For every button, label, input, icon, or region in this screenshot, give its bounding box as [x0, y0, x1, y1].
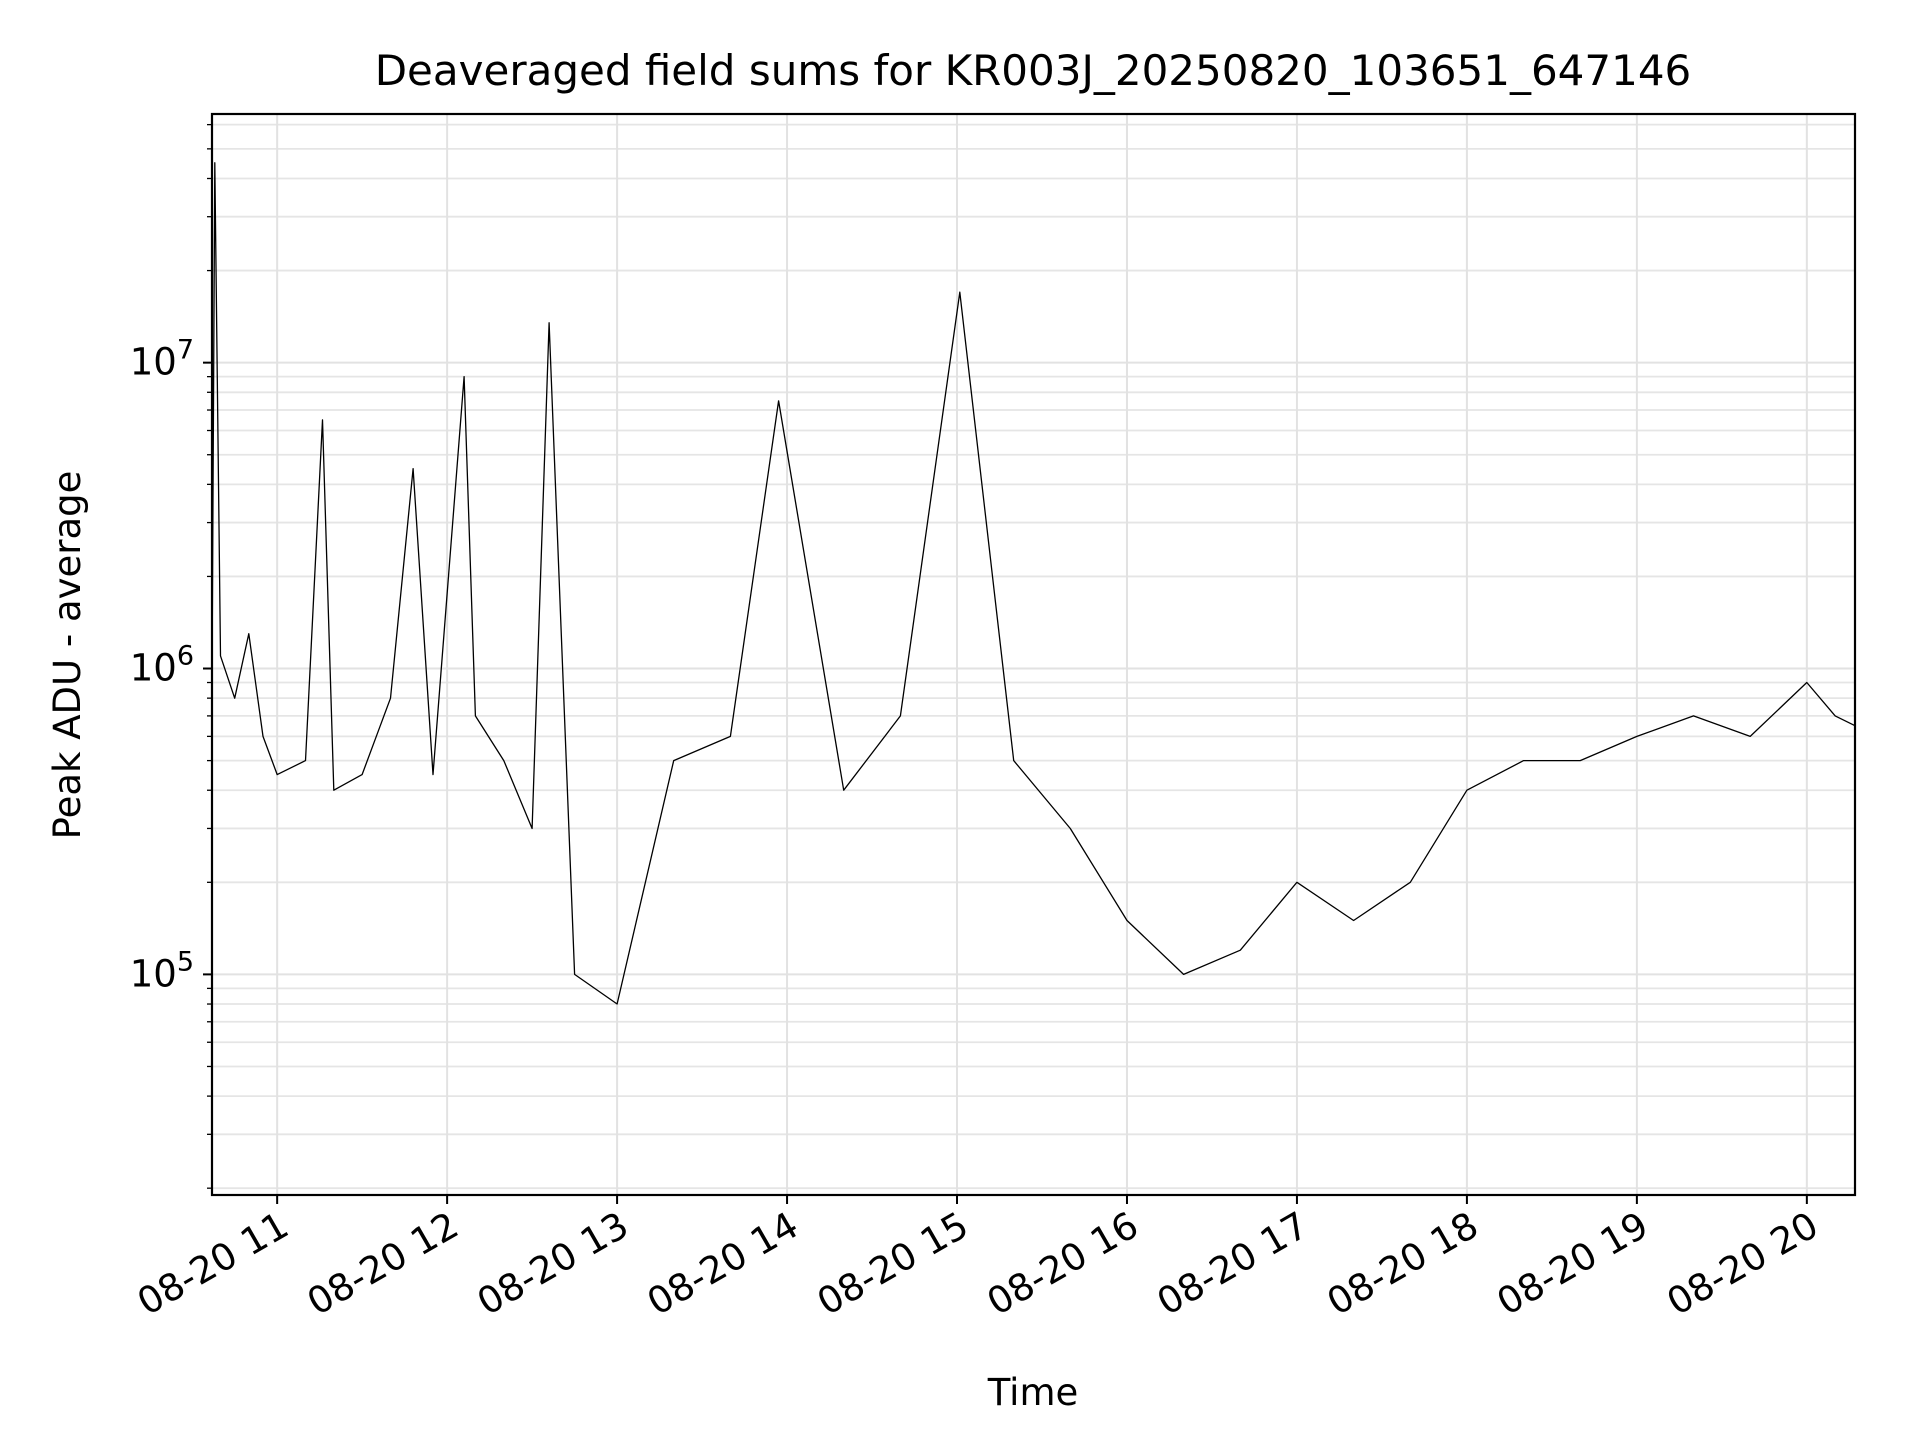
y-tick-label: 107	[130, 335, 194, 384]
series-layer	[211, 162, 1856, 1005]
y-tick-exponent: 6	[177, 641, 194, 672]
y-axis-label: Peak ADU - average	[46, 471, 89, 840]
y-axis-ticks: 105 106 107	[130, 123, 212, 1189]
chart-title: Deaveraged field sums for KR003J_2025082…	[375, 46, 1692, 95]
x-tick-label: 08-20 13	[470, 1204, 636, 1324]
plot-frame	[210, 112, 1857, 1197]
series-line-peak-adu	[211, 162, 1856, 1005]
x-axis-label: Time	[987, 1371, 1079, 1414]
x-axis-ticks: 08-20 11 08-20 12 08-20 13 08-20 14 08-20 15…	[130, 1195, 1825, 1324]
y-tick-label: 106	[130, 641, 194, 690]
x-tick-label: 08-20 16	[980, 1204, 1146, 1324]
x-tick-label: 08-20 14	[640, 1204, 806, 1324]
x-tick-label: 08-20 15	[810, 1204, 976, 1324]
x-tick-label: 08-20 19	[1490, 1204, 1656, 1324]
y-tick-exponent: 5	[177, 946, 194, 977]
x-tick-label: 08-20 11	[130, 1204, 296, 1324]
x-tick-label: 08-20 20	[1660, 1204, 1826, 1324]
y-tick-label: 105	[130, 946, 194, 995]
x-tick-label: 08-20 12	[300, 1204, 466, 1324]
grid	[212, 114, 1855, 1195]
y-tick-exponent: 7	[177, 335, 194, 366]
x-tick-label: 08-20 18	[1320, 1204, 1486, 1324]
x-tick-label: 08-20 17	[1150, 1204, 1316, 1324]
